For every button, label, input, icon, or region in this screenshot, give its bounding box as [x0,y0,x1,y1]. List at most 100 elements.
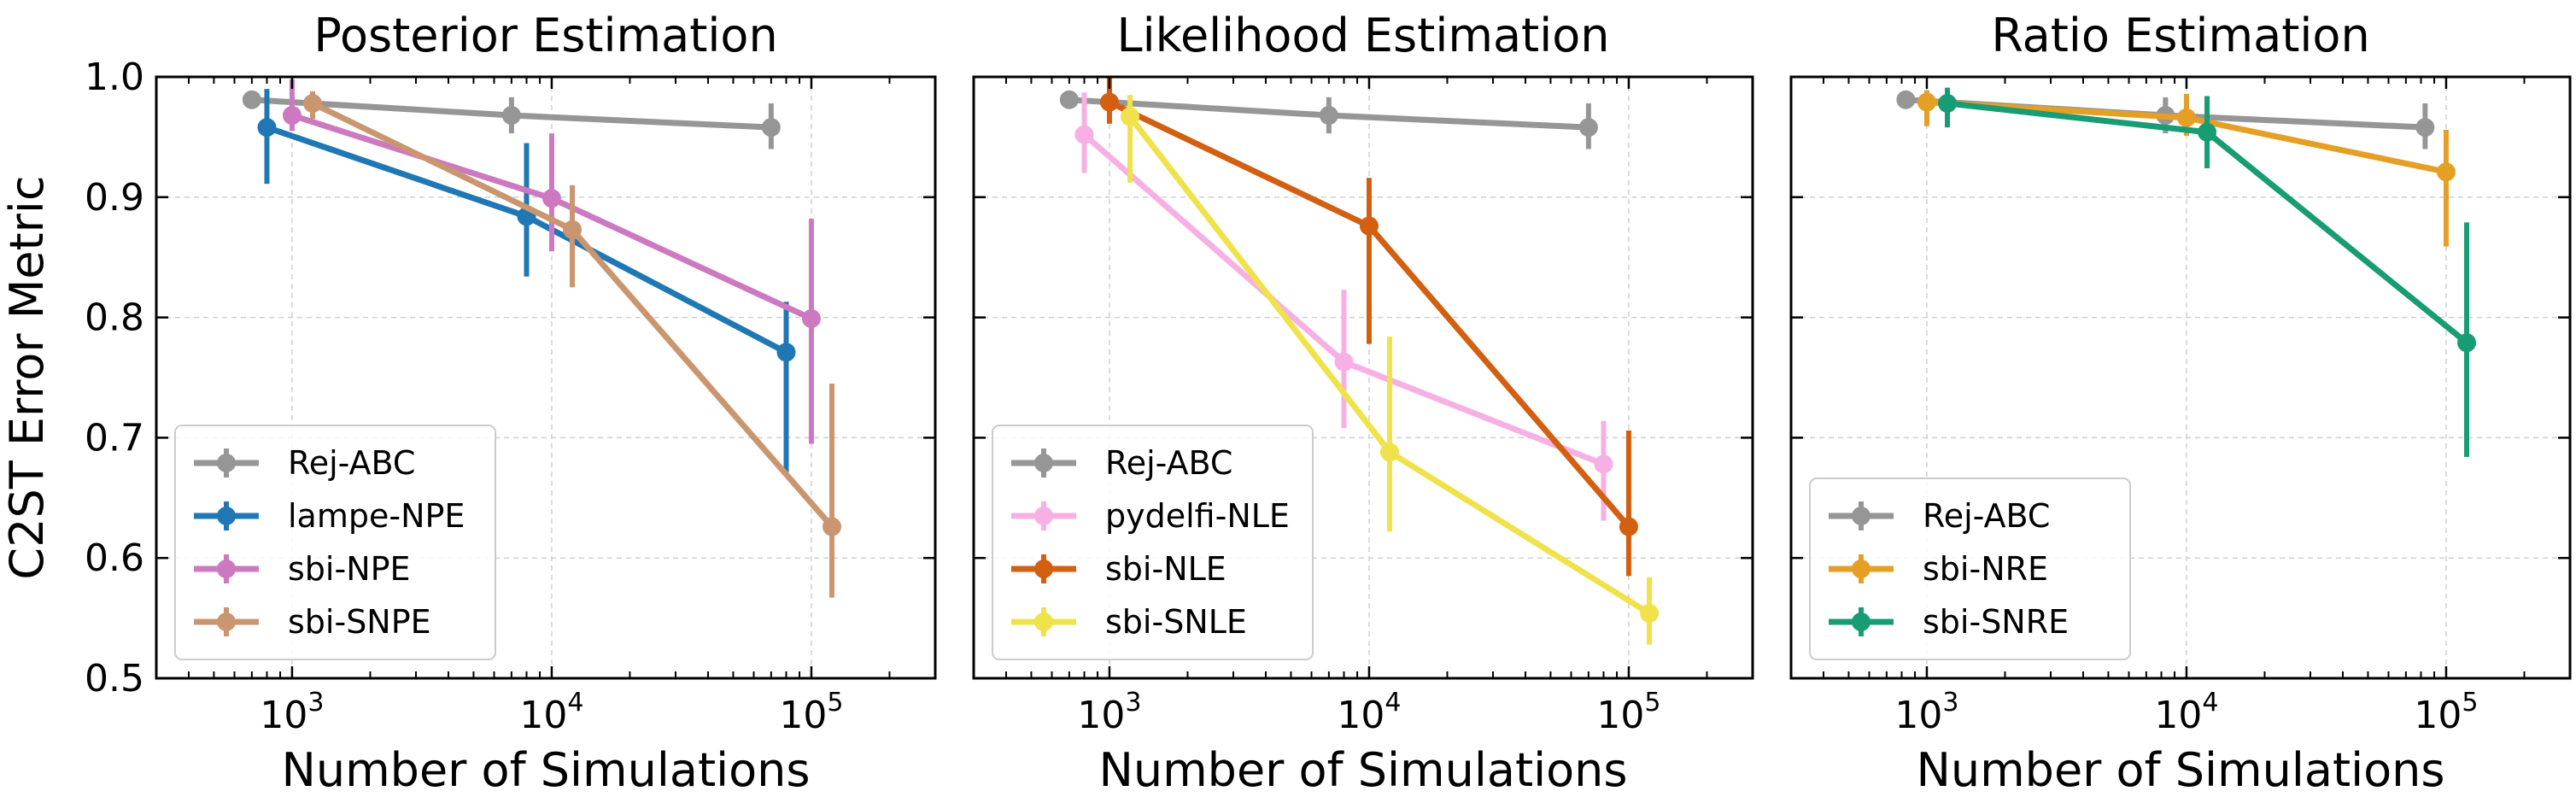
legend-label: sbi-SNPE [288,603,431,641]
legend-label: Rej-ABC [1923,497,2050,535]
x-tick-exponent: 4 [1385,688,1401,718]
x-tick-base: 10 [519,694,567,737]
x-tick-label: 104 [2154,688,2218,737]
data-point [1099,92,1119,112]
legend-item-rej-abc: Rej-ABC [1011,444,1232,482]
series-sbi-snle [1121,95,1660,645]
legend-label: sbi-NPE [288,550,411,588]
legend-frame [1809,478,2131,660]
y-tick-label: 0.8 [85,296,144,340]
legend-label: pydelfi-NLE [1105,497,1290,535]
data-point [823,517,842,536]
data-point [2457,333,2477,353]
legend-marker [1852,612,1871,631]
x-tick-base: 10 [2414,694,2462,737]
data-point [303,93,323,113]
panel-title: Ratio Estimation [1991,9,2369,62]
legend-frame [174,425,496,660]
x-tick-label: 103 [260,688,324,737]
y-tick-label: 0.6 [85,536,144,580]
data-point [1640,603,1660,623]
panel-title: Likelihood Estimation [1117,9,1610,62]
data-point [1334,352,1354,372]
series-rej-abc [1896,90,2435,149]
data-point [542,189,561,208]
x-tick-base: 10 [2154,694,2202,737]
data-point [2436,162,2456,182]
data-point [1619,517,1638,536]
legend-frame [992,425,1314,660]
x-tick-label: 104 [519,688,583,737]
x-axis-label: Number of Simulations [1916,743,2444,797]
legend-marker [217,454,236,472]
x-tick-exponent: 5 [827,688,843,718]
x-tick-label: 103 [1894,688,1958,737]
series-group [1059,78,1660,645]
x-tick-base: 10 [1596,694,1644,737]
legend-item-rej-abc: Rej-ABC [1829,497,2050,535]
series-sbi-snpe [303,91,842,598]
legend-marker [1034,560,1053,578]
data-point [2176,108,2196,127]
x-tick-base: 10 [1077,694,1125,737]
legend-label: sbi-NRE [1923,550,2048,588]
data-point [1319,106,1338,126]
data-point [1059,90,1079,109]
x-tick-base: 10 [1894,694,1942,737]
data-point [563,220,583,239]
data-point [1074,125,1094,144]
legend-item-sbi-nre: sbi-NRE [1829,550,2048,588]
data-point [1938,93,1958,113]
series-sbi-nle [1099,78,1638,577]
y-tick-label: 0.9 [85,176,144,220]
x-tick-exponent: 5 [2462,688,2478,718]
x-tick-label: 105 [779,688,843,737]
x-tick-label: 105 [2414,688,2478,737]
x-tick-exponent: 3 [1942,688,1958,718]
x-tick-exponent: 3 [307,688,324,718]
data-point [1896,90,1916,109]
data-point [801,309,821,329]
legend-item-sbi-nle: sbi-NLE [1011,550,1227,588]
legend-marker [1034,612,1053,631]
data-point [761,118,781,138]
x-tick-exponent: 5 [1644,688,1660,718]
legend-marker [217,612,236,631]
y-tick-label: 0.7 [85,416,144,460]
legend-marker [217,507,236,525]
axis-frame [972,75,1754,680]
series-sbi-nre [1917,90,2456,247]
data-point [1359,216,1379,236]
data-point [776,343,796,362]
panel-title: Posterior Estimation [313,9,777,62]
data-point [2198,122,2217,142]
legend-marker [1034,507,1053,525]
series-pydelfi-nle [1074,92,1613,521]
legend-item-sbi-snre: sbi-SNRE [1829,603,2069,641]
series-sbi-npe [282,79,821,444]
legend-label: sbi-NLE [1105,550,1227,588]
legend: Rej-ABC sbi-NRE sbi-SNRE [1809,478,2131,660]
axis-frame [155,75,937,680]
legend-label: sbi-SNRE [1923,603,2069,641]
x-tick-exponent: 4 [567,688,583,718]
series-group [242,79,842,598]
x-tick-label: 105 [1596,688,1660,737]
legend-label: Rej-ABC [288,444,415,482]
legend-item-lampe-npe: lampe-NPE [194,497,465,535]
series-rej-abc [242,90,781,149]
legend-marker [1852,560,1871,578]
y-axis-label: C2ST Error Metric [0,175,54,579]
legend-label: Rej-ABC [1105,444,1232,482]
data-point [257,118,277,138]
data-point [1594,454,1613,474]
x-tick-base: 10 [260,694,307,737]
series-rej-abc [1059,90,1598,149]
x-tick-exponent: 4 [2202,688,2218,718]
data-point [242,90,261,109]
legend-marker [1852,507,1871,525]
